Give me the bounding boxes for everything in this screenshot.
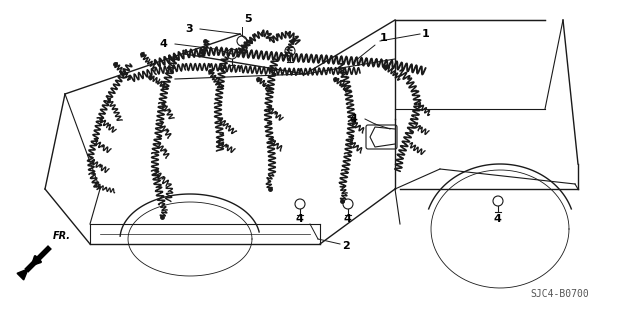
Text: 4: 4 (160, 39, 168, 49)
Text: 4: 4 (344, 214, 352, 224)
Text: 4: 4 (296, 214, 304, 224)
Text: 3: 3 (185, 24, 193, 34)
Text: 5: 5 (244, 14, 252, 24)
Text: FR.: FR. (53, 231, 71, 241)
Text: 4: 4 (350, 114, 358, 124)
Text: SJC4-B0700: SJC4-B0700 (530, 289, 589, 299)
Text: 2: 2 (342, 241, 349, 251)
Polygon shape (17, 269, 28, 280)
Text: 4: 4 (494, 214, 502, 224)
Text: 1: 1 (422, 29, 429, 39)
Text: 1: 1 (357, 33, 388, 59)
